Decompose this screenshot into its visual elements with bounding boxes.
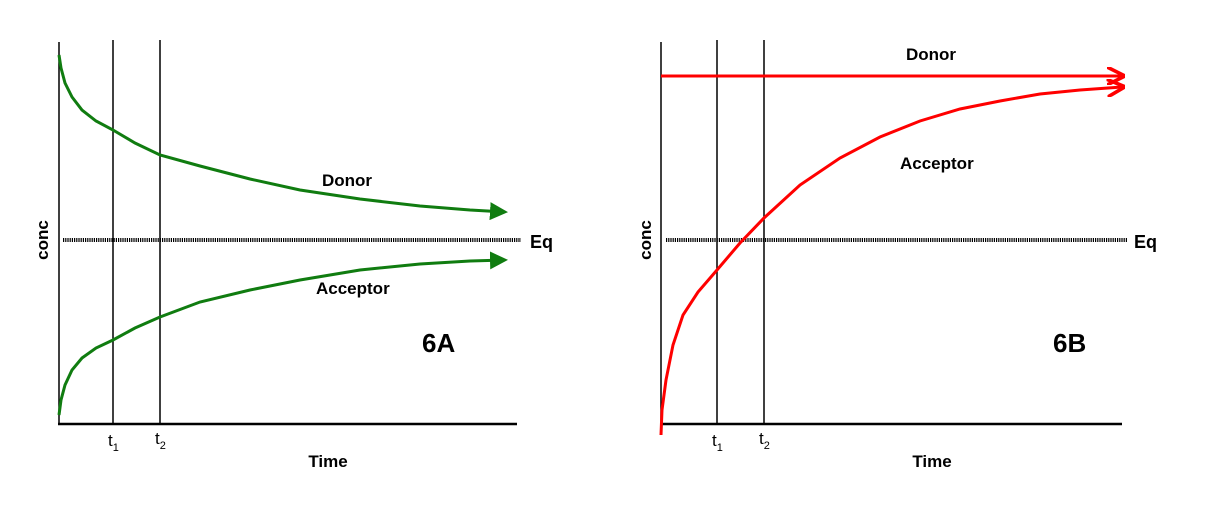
- eq-label: Eq: [1134, 232, 1157, 252]
- donor-label: Donor: [906, 45, 956, 64]
- panel-6b: Donor Acceptor Eq 6B conc Time t1 t2: [636, 40, 1157, 471]
- t1-label: t1: [108, 431, 119, 454]
- donor-curve: [57, 54, 508, 221]
- donor-label: Donor: [322, 171, 372, 190]
- acceptor-label: Acceptor: [316, 279, 390, 298]
- y-axis-label: conc: [33, 220, 52, 260]
- x-axis-label: Time: [308, 452, 347, 471]
- panel-label: 6A: [422, 328, 455, 358]
- t2-label: t2: [155, 429, 166, 452]
- t2-label: t2: [759, 429, 770, 452]
- panel-label: 6B: [1053, 328, 1086, 358]
- panel-6a: Donor Acceptor Eq 6A conc Time t1 t2: [33, 40, 553, 471]
- y-axis-label: conc: [636, 220, 655, 260]
- t1-label: t1: [712, 431, 723, 454]
- x-axis-label: Time: [912, 452, 951, 471]
- acceptor-curve: [659, 87, 1122, 436]
- eq-label: Eq: [530, 232, 553, 252]
- acceptor-curve: [57, 251, 508, 416]
- acceptor-label: Acceptor: [900, 154, 974, 173]
